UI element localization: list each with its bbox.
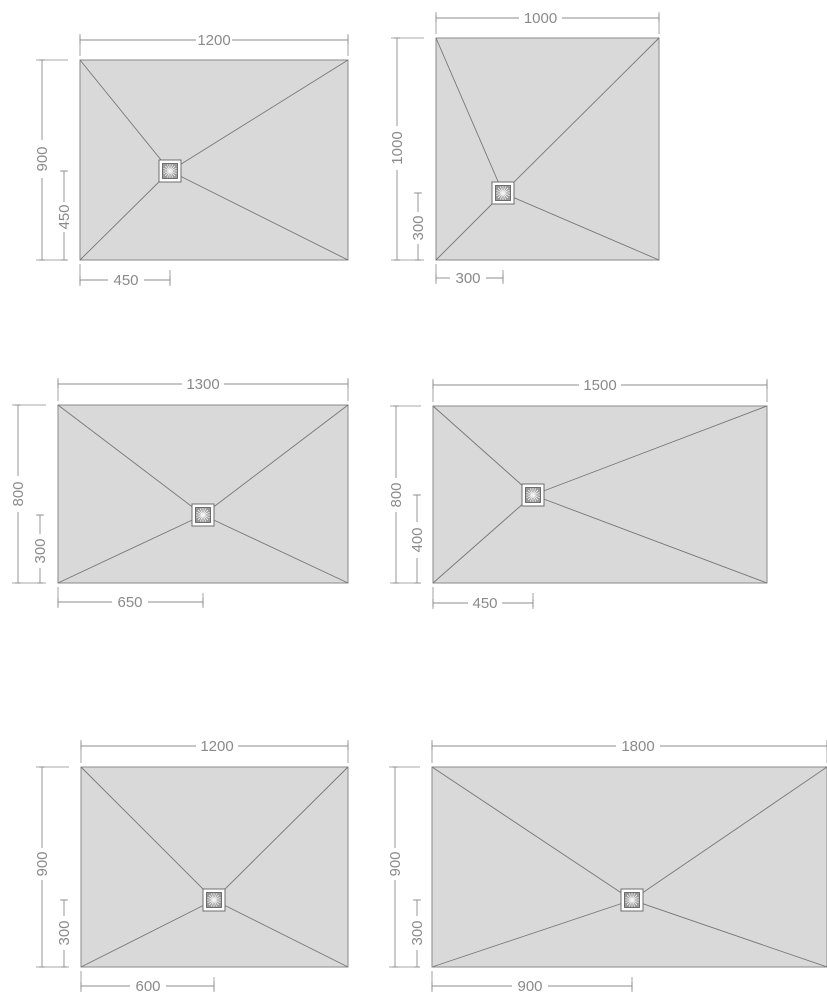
slope-line <box>169 170 349 261</box>
drain-grate-icon <box>491 181 515 205</box>
depth-dimension-label: 900 <box>34 146 51 171</box>
tray-outline <box>80 766 349 968</box>
drain-grate-icon <box>202 888 226 912</box>
drain-y-dimension-label: 300 <box>410 215 427 240</box>
drain-grate-icon <box>191 503 215 527</box>
drain-grate-icon <box>620 888 644 912</box>
tray-1300x800: 1300 800 650 300 <box>10 376 349 611</box>
depth-dimension-label: 1000 <box>389 131 406 164</box>
slope-line <box>432 494 534 584</box>
slope-line <box>431 899 633 968</box>
slope-line <box>213 766 349 901</box>
depth-dimension-label: 900 <box>34 851 51 876</box>
tray-1500x800: 1500 800 450 400 <box>388 377 768 612</box>
depth-dimension-label: 800 <box>10 481 27 506</box>
slope-line <box>169 59 349 172</box>
width-dimension-label: 1200 <box>197 32 230 49</box>
depth-dimension-label: 900 <box>387 851 404 876</box>
drain-y-dimension-label: 400 <box>409 527 426 552</box>
slope-line <box>502 37 660 194</box>
drain-x-dimension-label: 650 <box>117 594 142 611</box>
slope-line <box>57 404 204 516</box>
slope-line <box>80 766 215 901</box>
slope-line <box>631 899 827 968</box>
drain-y-dimension-label: 300 <box>32 538 49 563</box>
drain-y-dimension-label: 300 <box>56 920 73 945</box>
slope-line <box>80 899 215 968</box>
drain-grate-slot <box>163 167 177 175</box>
tray-outline <box>432 405 768 584</box>
drain-grate-icon <box>158 159 182 183</box>
drain-grate-slot <box>496 189 510 197</box>
slope-line <box>431 766 633 901</box>
tray-1200x900-b: 1200 900 600 300 <box>34 738 349 995</box>
slope-line <box>202 404 349 516</box>
tray-outline <box>79 59 349 261</box>
slope-line <box>532 405 768 496</box>
drain-x-dimension-label: 900 <box>517 978 542 995</box>
tray-1800x900: 1800 900 900 300 <box>387 738 827 995</box>
drain-grate-slot <box>196 511 210 519</box>
slope-line <box>532 494 768 584</box>
width-dimension-label: 1000 <box>524 10 557 27</box>
tray-outline <box>57 404 349 584</box>
drain-x-dimension-label: 300 <box>455 270 480 287</box>
tray-outline <box>431 766 827 968</box>
width-dimension-label: 1800 <box>621 738 654 755</box>
slope-line <box>432 405 534 496</box>
drain-x-dimension-label: 600 <box>135 978 160 995</box>
slope-line <box>631 766 827 901</box>
drain-grate-slot <box>207 896 221 904</box>
slope-line <box>502 192 660 261</box>
tray-1200x900: 1200 900 450 450 <box>34 32 349 289</box>
slope-line <box>79 59 171 172</box>
drain-y-dimension-label: 300 <box>409 920 426 945</box>
slope-line <box>57 514 204 584</box>
slope-line <box>435 37 504 194</box>
slope-line <box>79 170 171 261</box>
depth-dimension-label: 800 <box>388 482 405 507</box>
drain-grate-slot <box>625 896 639 904</box>
drain-y-dimension-label: 450 <box>56 204 73 229</box>
drain-x-dimension-label: 450 <box>113 272 138 289</box>
width-dimension-label: 1200 <box>200 738 233 755</box>
width-dimension-label: 1500 <box>583 377 616 394</box>
width-dimension-label: 1300 <box>186 376 219 393</box>
drain-grate-icon <box>521 483 545 507</box>
tray-1000x1000: 1000 1000 300 300 <box>389 10 660 287</box>
slope-line <box>202 514 349 584</box>
drain-x-dimension-label: 450 <box>472 595 497 612</box>
slope-line <box>213 899 349 968</box>
drain-grate-slot <box>526 491 540 499</box>
